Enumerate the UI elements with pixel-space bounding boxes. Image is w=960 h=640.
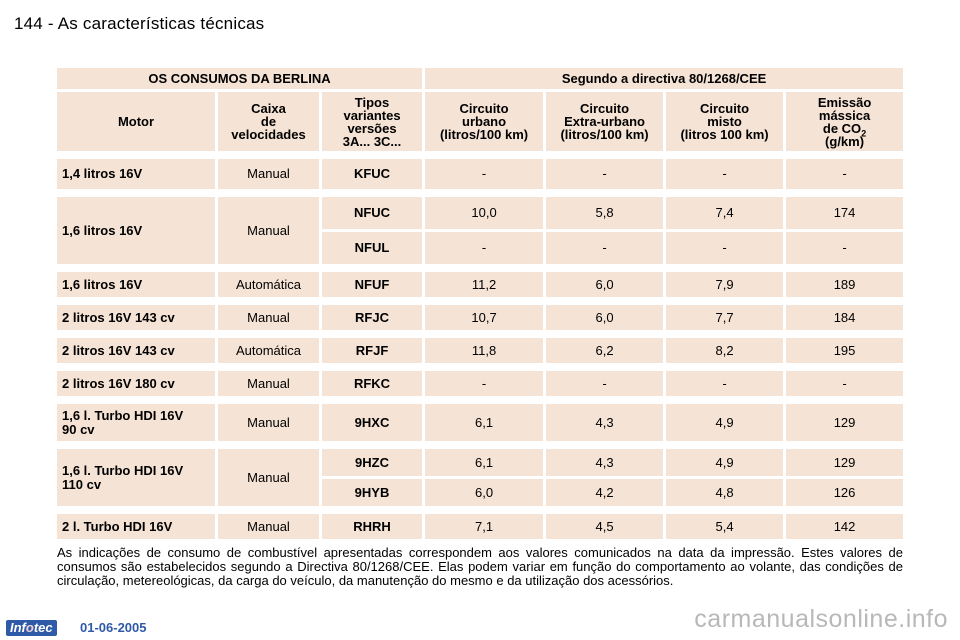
table-row: 2 litros 16V 143 cv Automática RFJF 11,8… [57,338,904,366]
header-motor: Motor [57,92,218,154]
table-row: 9HYB 6,0 4,2 4,8 126 [57,479,904,509]
header-misto: Circuito misto (litros 100 km) [666,92,787,154]
infotec-logo: Infotec [6,620,57,636]
header-emissao: Emissão mássica de CO2 (g/km) [786,92,904,154]
table-title: OS CONSUMOS DA BERLINA [57,68,426,92]
print-date: 01-06-2005 [80,620,147,635]
table-row: 2 l. Turbo HDI 16V Manual RHRH 7,1 4,5 5… [57,514,904,542]
table-row: NFUL - - - - [57,232,904,267]
header-tipos: Tipos variantes versões 3A... 3C... [322,92,426,154]
table-row: 1,6 litros 16V Manual NFUC 10,0 5,8 7,4 … [57,197,904,267]
header-urbano: Circuito urbano (litros/100 km) [425,92,547,154]
watermark: carmanualsonline.info [694,605,948,633]
directive-title: Segundo a directiva 80/1268/CEE [425,68,904,92]
page-title: 144 - As características técnicas [14,14,265,33]
consumption-table: OS CONSUMOS DA BERLINA Segundo a directi… [57,68,904,542]
table-row: 1,6 l. Turbo HDI 16V 90 cv Manual 9HXC 6,… [57,404,904,444]
header-caixa: Caixa de velocidades [218,92,322,154]
header-extra-urbano: Circuito Extra-urbano (litros/100 km) [546,92,667,154]
table-row: 2 litros 16V 143 cv Manual RFJC 10,7 6,0… [57,305,904,333]
table-row: 1,4 litros 16V Manual KFUC - - - - [57,159,904,192]
table-row: 2 litros 16V 180 cv Manual RFKC - - - - [57,371,904,399]
table-row: 1,6 l. Turbo HDI 16V 110 cv Manual 9HZC 6… [57,449,904,509]
table-row: 1,6 litros 16V Automática NFUF 11,2 6,0 … [57,272,904,300]
footnote-text: As indicações de consumo de combustível … [57,545,903,588]
